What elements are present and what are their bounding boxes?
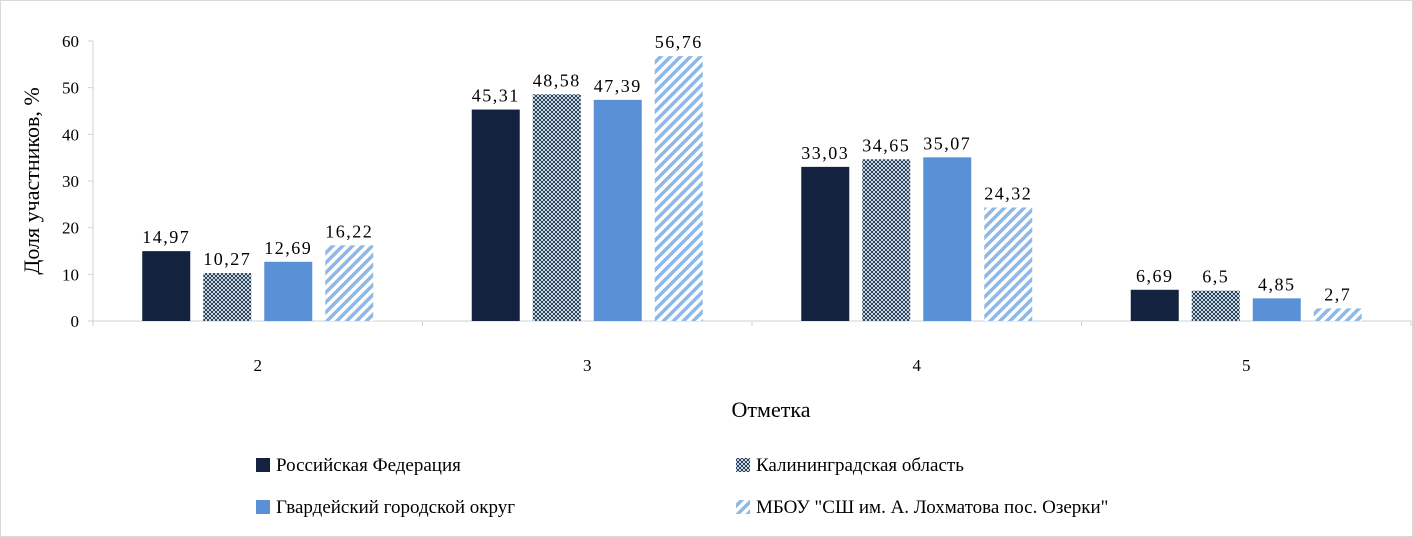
data-label: 2,7	[1324, 284, 1351, 304]
y-tick-label: 50	[62, 79, 79, 98]
x-tick-label: 3	[583, 356, 592, 375]
y-tick-label: 0	[71, 312, 80, 331]
bar	[471, 109, 520, 321]
data-label: 6,5	[1202, 267, 1229, 287]
bar	[593, 99, 642, 321]
y-axis-title: Доля участников, %	[19, 87, 44, 274]
bar	[325, 245, 374, 321]
bar	[862, 159, 911, 321]
data-label: 10,27	[203, 249, 251, 269]
x-tick-label: 4	[913, 356, 922, 375]
y-tick-label: 10	[62, 265, 79, 284]
x-tick-label: 2	[254, 356, 263, 375]
y-tick-label: 60	[62, 32, 79, 51]
bar	[1130, 289, 1179, 321]
bar	[801, 166, 850, 321]
bar	[654, 56, 703, 322]
data-label: 45,31	[472, 86, 520, 106]
y-tick-label: 20	[62, 219, 79, 238]
data-label: 35,07	[923, 133, 971, 153]
bar	[1191, 290, 1240, 321]
bar	[1252, 298, 1301, 321]
bar	[984, 207, 1033, 321]
bar	[203, 273, 252, 321]
data-label: 56,76	[655, 32, 703, 52]
bar	[1313, 308, 1362, 321]
x-axis-title: Отметка	[732, 397, 811, 422]
legend-swatch	[736, 500, 750, 514]
bar	[142, 251, 191, 321]
data-label: 6,69	[1136, 266, 1174, 286]
legend-swatch	[256, 500, 270, 514]
data-label: 4,85	[1258, 274, 1296, 294]
x-tick-label: 5	[1242, 356, 1251, 375]
data-label: 16,22	[325, 221, 373, 241]
legend-swatch	[736, 458, 750, 472]
data-label: 33,03	[801, 143, 849, 163]
legend: Российская Федерация Калининградская обла…	[256, 455, 1108, 518]
legend-label: Гвардейский городской округ	[276, 497, 515, 518]
data-label: 47,39	[594, 76, 642, 96]
legend-label: Российская Федерация	[276, 455, 461, 476]
y-tick-label: 40	[62, 125, 79, 144]
data-label: 34,65	[862, 135, 910, 155]
y-tick-label: 30	[62, 172, 79, 191]
legend-label: Калининградская область	[756, 455, 964, 476]
bar	[264, 261, 313, 321]
bar	[532, 94, 581, 321]
data-label: 24,32	[984, 184, 1032, 204]
data-label: 12,69	[264, 238, 312, 258]
data-label: 48,58	[533, 70, 581, 90]
legend-label: МБОУ "СШ им. А. Лохматова пос. Озерки"	[756, 497, 1108, 518]
legend-swatch	[256, 458, 270, 472]
data-label: 14,97	[142, 227, 190, 247]
bar	[923, 157, 972, 321]
